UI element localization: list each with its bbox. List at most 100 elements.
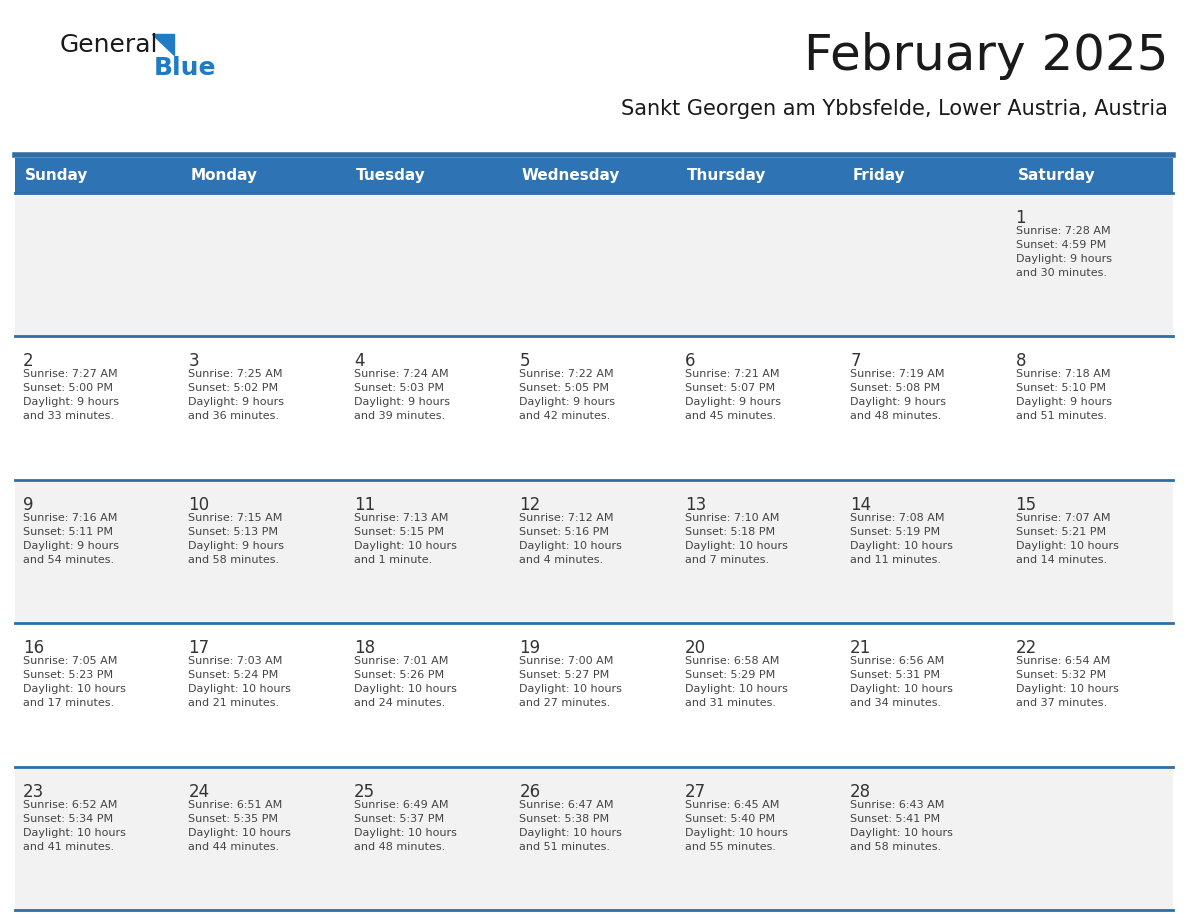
- Text: and 48 minutes.: and 48 minutes.: [354, 842, 446, 852]
- Text: Sunset: 5:16 PM: Sunset: 5:16 PM: [519, 527, 609, 537]
- Text: 24: 24: [189, 783, 209, 800]
- Text: Sunset: 5:29 PM: Sunset: 5:29 PM: [684, 670, 775, 680]
- Text: Daylight: 9 hours: Daylight: 9 hours: [189, 541, 284, 551]
- Text: Sunrise: 7:16 AM: Sunrise: 7:16 AM: [23, 513, 118, 522]
- Text: 18: 18: [354, 639, 375, 657]
- Text: Sunrise: 6:56 AM: Sunrise: 6:56 AM: [851, 656, 944, 666]
- Text: 13: 13: [684, 496, 706, 514]
- Text: Daylight: 10 hours: Daylight: 10 hours: [519, 828, 623, 837]
- Text: and 11 minutes.: and 11 minutes.: [851, 554, 941, 565]
- Bar: [15, 336, 1173, 480]
- Text: 15: 15: [1016, 496, 1037, 514]
- Text: Sankt Georgen am Ybbsfelde, Lower Austria, Austria: Sankt Georgen am Ybbsfelde, Lower Austri…: [621, 99, 1168, 119]
- Text: and 58 minutes.: and 58 minutes.: [189, 554, 279, 565]
- Text: and 41 minutes.: and 41 minutes.: [23, 842, 114, 852]
- Text: Sunrise: 6:51 AM: Sunrise: 6:51 AM: [189, 800, 283, 810]
- Text: Daylight: 10 hours: Daylight: 10 hours: [684, 541, 788, 551]
- Text: Sunset: 4:59 PM: Sunset: 4:59 PM: [1016, 240, 1106, 250]
- Text: Sunrise: 7:27 AM: Sunrise: 7:27 AM: [23, 369, 118, 379]
- Text: and 24 minutes.: and 24 minutes.: [354, 699, 446, 708]
- Text: Sunrise: 7:21 AM: Sunrise: 7:21 AM: [684, 369, 779, 379]
- Text: Sunrise: 7:18 AM: Sunrise: 7:18 AM: [1016, 369, 1110, 379]
- Text: and 27 minutes.: and 27 minutes.: [519, 699, 611, 708]
- Text: Daylight: 10 hours: Daylight: 10 hours: [519, 684, 623, 694]
- Text: 27: 27: [684, 783, 706, 800]
- Text: Sunset: 5:23 PM: Sunset: 5:23 PM: [23, 670, 113, 680]
- Text: 23: 23: [23, 783, 44, 800]
- Text: 17: 17: [189, 639, 209, 657]
- Text: Sunrise: 7:00 AM: Sunrise: 7:00 AM: [519, 656, 614, 666]
- Text: Sunset: 5:21 PM: Sunset: 5:21 PM: [1016, 527, 1106, 537]
- Text: Sunset: 5:15 PM: Sunset: 5:15 PM: [354, 527, 444, 537]
- Text: Sunrise: 7:05 AM: Sunrise: 7:05 AM: [23, 656, 118, 666]
- Text: Wednesday: Wednesday: [522, 168, 620, 183]
- Text: 2: 2: [23, 353, 33, 370]
- Text: 28: 28: [851, 783, 871, 800]
- Text: Sunset: 5:05 PM: Sunset: 5:05 PM: [519, 384, 609, 394]
- Text: and 55 minutes.: and 55 minutes.: [684, 842, 776, 852]
- Text: Daylight: 10 hours: Daylight: 10 hours: [851, 684, 953, 694]
- Text: Sunrise: 7:13 AM: Sunrise: 7:13 AM: [354, 513, 448, 522]
- Text: and 51 minutes.: and 51 minutes.: [1016, 411, 1106, 421]
- Text: Monday: Monday: [190, 168, 258, 183]
- Text: Daylight: 9 hours: Daylight: 9 hours: [1016, 254, 1112, 264]
- Bar: [15, 193, 1173, 336]
- Text: Daylight: 10 hours: Daylight: 10 hours: [354, 541, 456, 551]
- Text: Sunset: 5:07 PM: Sunset: 5:07 PM: [684, 384, 775, 394]
- Text: General: General: [61, 33, 158, 57]
- Text: Daylight: 9 hours: Daylight: 9 hours: [851, 397, 946, 408]
- Text: Sunset: 5:10 PM: Sunset: 5:10 PM: [1016, 384, 1106, 394]
- Text: Daylight: 9 hours: Daylight: 9 hours: [23, 541, 119, 551]
- Text: Sunrise: 7:22 AM: Sunrise: 7:22 AM: [519, 369, 614, 379]
- Text: 9: 9: [23, 496, 33, 514]
- Text: Sunrise: 7:03 AM: Sunrise: 7:03 AM: [189, 656, 283, 666]
- Text: Thursday: Thursday: [687, 168, 766, 183]
- Text: Sunrise: 6:52 AM: Sunrise: 6:52 AM: [23, 800, 118, 810]
- Text: Sunrise: 6:54 AM: Sunrise: 6:54 AM: [1016, 656, 1110, 666]
- Text: and 33 minutes.: and 33 minutes.: [23, 411, 114, 421]
- Text: 16: 16: [23, 639, 44, 657]
- Text: Daylight: 9 hours: Daylight: 9 hours: [519, 397, 615, 408]
- Text: Daylight: 10 hours: Daylight: 10 hours: [23, 684, 126, 694]
- Text: Sunrise: 7:25 AM: Sunrise: 7:25 AM: [189, 369, 283, 379]
- Text: Sunrise: 6:43 AM: Sunrise: 6:43 AM: [851, 800, 944, 810]
- Text: Daylight: 9 hours: Daylight: 9 hours: [354, 397, 450, 408]
- Text: Daylight: 10 hours: Daylight: 10 hours: [354, 828, 456, 837]
- Text: Daylight: 10 hours: Daylight: 10 hours: [23, 828, 126, 837]
- Text: Sunset: 5:03 PM: Sunset: 5:03 PM: [354, 384, 444, 394]
- Text: Sunrise: 6:47 AM: Sunrise: 6:47 AM: [519, 800, 614, 810]
- Text: and 36 minutes.: and 36 minutes.: [189, 411, 279, 421]
- Text: Sunset: 5:18 PM: Sunset: 5:18 PM: [684, 527, 775, 537]
- Text: and 58 minutes.: and 58 minutes.: [851, 842, 941, 852]
- Text: Sunrise: 7:19 AM: Sunrise: 7:19 AM: [851, 369, 944, 379]
- Text: and 30 minutes.: and 30 minutes.: [1016, 268, 1106, 278]
- Text: and 37 minutes.: and 37 minutes.: [1016, 699, 1107, 708]
- Text: and 39 minutes.: and 39 minutes.: [354, 411, 446, 421]
- Text: 11: 11: [354, 496, 375, 514]
- Text: 1: 1: [1016, 209, 1026, 227]
- Text: and 14 minutes.: and 14 minutes.: [1016, 554, 1107, 565]
- Text: Sunrise: 7:07 AM: Sunrise: 7:07 AM: [1016, 513, 1110, 522]
- Text: and 54 minutes.: and 54 minutes.: [23, 554, 114, 565]
- Text: Daylight: 9 hours: Daylight: 9 hours: [23, 397, 119, 408]
- Text: and 45 minutes.: and 45 minutes.: [684, 411, 776, 421]
- Bar: [15, 623, 1173, 767]
- Text: Daylight: 10 hours: Daylight: 10 hours: [354, 684, 456, 694]
- Text: Sunrise: 7:15 AM: Sunrise: 7:15 AM: [189, 513, 283, 522]
- Text: Sunset: 5:37 PM: Sunset: 5:37 PM: [354, 813, 444, 823]
- Text: 20: 20: [684, 639, 706, 657]
- Text: Sunrise: 7:08 AM: Sunrise: 7:08 AM: [851, 513, 944, 522]
- Text: Sunset: 5:19 PM: Sunset: 5:19 PM: [851, 527, 940, 537]
- Text: 21: 21: [851, 639, 871, 657]
- Text: Daylight: 9 hours: Daylight: 9 hours: [1016, 397, 1112, 408]
- Text: 8: 8: [1016, 353, 1026, 370]
- Text: 7: 7: [851, 353, 860, 370]
- Text: Sunday: Sunday: [25, 168, 88, 183]
- Text: Daylight: 10 hours: Daylight: 10 hours: [189, 684, 291, 694]
- Text: and 1 minute.: and 1 minute.: [354, 554, 432, 565]
- Text: Sunset: 5:32 PM: Sunset: 5:32 PM: [1016, 670, 1106, 680]
- Text: Daylight: 10 hours: Daylight: 10 hours: [519, 541, 623, 551]
- Text: and 51 minutes.: and 51 minutes.: [519, 842, 611, 852]
- Text: and 17 minutes.: and 17 minutes.: [23, 699, 114, 708]
- Text: Sunrise: 7:01 AM: Sunrise: 7:01 AM: [354, 656, 448, 666]
